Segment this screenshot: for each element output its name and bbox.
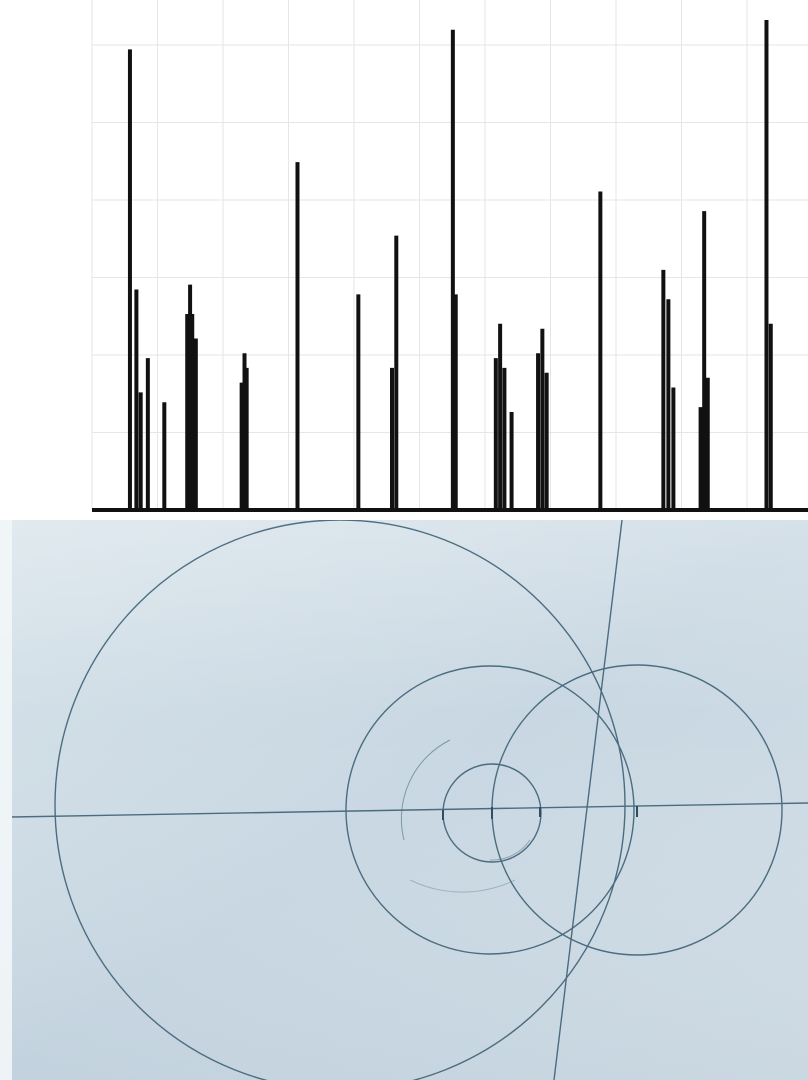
faint-arc-left	[400, 739, 451, 841]
compass-drawing-photo	[0, 520, 808, 1080]
paper-left-edge	[0, 520, 12, 1080]
construction-ticks	[442, 806, 638, 820]
chart-canvas	[91, 0, 808, 512]
paper-shading	[0, 520, 808, 1080]
chart-series	[127, 20, 773, 510]
slanted-line	[553, 520, 623, 1080]
paper-photo	[0, 520, 808, 1080]
horizontal-line	[11, 802, 808, 818]
spike-chart	[0, 0, 808, 520]
large-circle	[54, 520, 626, 1080]
faint-arc-small	[489, 839, 531, 861]
middle-circle	[345, 665, 635, 955]
faint-arc-bottom	[409, 879, 516, 893]
